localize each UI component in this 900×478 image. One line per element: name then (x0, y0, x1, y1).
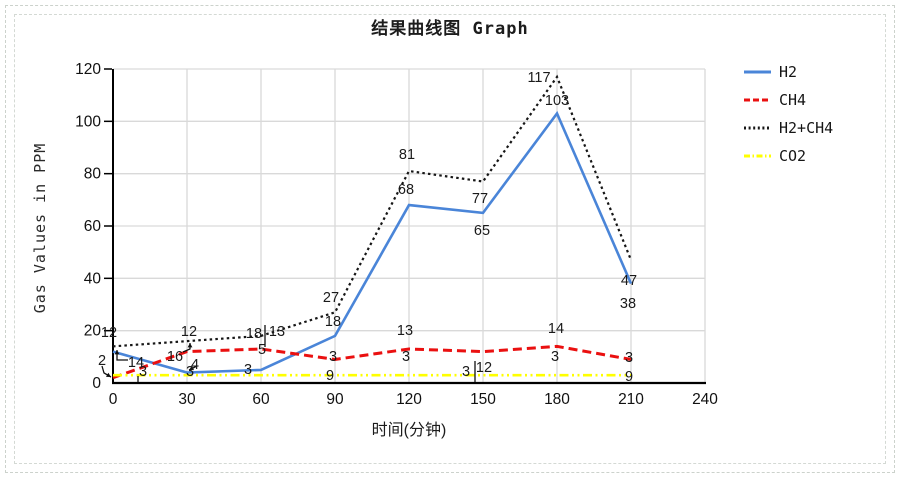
point-label: 117 (527, 70, 550, 86)
legend-label: CH4 (779, 91, 807, 109)
leader-arrowhead (187, 343, 193, 348)
point-label: 38 (620, 296, 636, 312)
point-label: 103 (545, 93, 569, 109)
x-tick-label: 0 (109, 391, 118, 408)
legend-item-H2: H2 (744, 58, 833, 86)
point-label: 3 (402, 349, 410, 365)
x-tick-label: 60 (252, 391, 270, 408)
x-tick-label: 240 (692, 391, 718, 408)
series-line-H2 (112, 110, 633, 374)
series-line-H2+CH4 (112, 74, 633, 348)
legend-label: H2 (779, 63, 798, 81)
legend-line-sample-icon (744, 70, 771, 74)
point-label: 3 (329, 349, 337, 365)
y-tick-label: 120 (75, 61, 101, 78)
point-label: 12 (476, 360, 492, 376)
legend: H2 CH4 H2+CH4 CO2 (744, 58, 833, 170)
series-line-CH4 (112, 344, 632, 380)
legend-line-sample-icon (744, 126, 771, 130)
legend-label: CO2 (779, 147, 807, 165)
y-tick-label: 100 (75, 113, 101, 130)
point-label: 18 (246, 326, 262, 342)
point-label: 13 (269, 324, 285, 340)
point-label: 12 (181, 324, 197, 340)
point-label: 3 (462, 364, 470, 380)
y-tick-label: 40 (84, 270, 102, 287)
y-tick-label: 20 (84, 323, 102, 340)
point-label: 9 (326, 368, 334, 384)
point-label: 5 (258, 342, 266, 358)
legend-item-H2+CH4: H2+CH4 (744, 114, 833, 142)
leader-arrowhead (114, 350, 120, 355)
legend-item-CO2: CO2 (744, 142, 833, 170)
point-label: 27 (323, 290, 339, 306)
x-tick-label: 120 (396, 391, 422, 408)
legend-line-sample-icon (744, 98, 771, 102)
y-tick-label: 0 (92, 375, 101, 392)
point-label: 12 (101, 325, 117, 341)
point-label: 16 (167, 349, 183, 365)
point-label: 81 (399, 147, 415, 163)
y-tick-label: 80 (84, 166, 102, 183)
legend-item-CH4: CH4 (744, 86, 833, 114)
point-label: 4 (191, 357, 199, 373)
chart-title: 结果曲线图 Graph (371, 19, 529, 39)
point-label: 3 (551, 349, 559, 365)
point-label: 2 (98, 353, 106, 369)
point-label: 68 (398, 182, 414, 198)
point-label: 3 (139, 364, 147, 380)
legend-label: H2+CH4 (779, 119, 834, 137)
leader-arrowhead (106, 372, 111, 377)
x-tick-label: 180 (544, 391, 570, 408)
x-tick-label: 150 (470, 391, 496, 408)
y-tick-label: 60 (84, 218, 102, 235)
point-label: 14 (128, 355, 144, 371)
point-label: 18 (325, 314, 341, 330)
x-tick-label: 30 (178, 391, 196, 408)
x-tick-label: 210 (618, 391, 644, 408)
x-tick-label: 90 (326, 391, 344, 408)
point-label: 3 (625, 350, 633, 366)
point-label: 13 (397, 323, 413, 339)
legend-line-sample-icon (744, 154, 771, 158)
point-label: 65 (474, 223, 490, 239)
x-axis-title: 时间(分钟) (371, 422, 447, 439)
point-label: 14 (548, 321, 564, 337)
point-label: 3 (186, 364, 194, 380)
leader-arrowhead (189, 365, 194, 371)
point-label: 9 (625, 369, 633, 385)
point-label: 77 (472, 191, 488, 207)
point-label: 47 (621, 273, 637, 289)
point-label: 3 (244, 362, 252, 378)
